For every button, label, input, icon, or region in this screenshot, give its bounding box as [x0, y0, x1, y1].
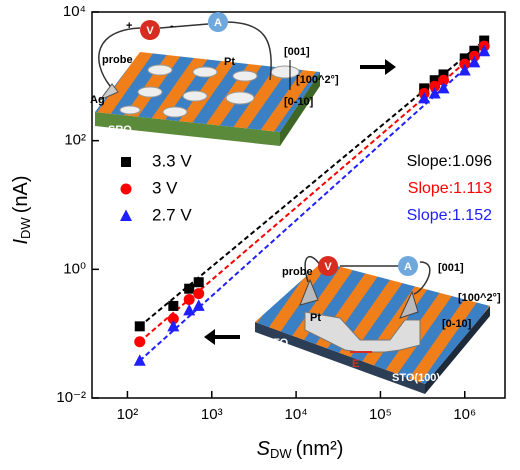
x-tick-label: 10³ [201, 406, 223, 423]
data-point [479, 35, 490, 46]
data-point [167, 313, 179, 325]
data-point [458, 64, 471, 76]
legend-marker [120, 209, 132, 221]
data-point [437, 81, 450, 94]
inset-label: A [404, 261, 412, 273]
inset-label: [001] [284, 46, 310, 58]
x-tick-label: 10⁵ [369, 406, 392, 423]
inset-label: SRO [108, 124, 132, 136]
data-point [429, 75, 440, 86]
inset-label: STO(100)^2° [392, 372, 457, 384]
inset-label: [001] [438, 262, 464, 274]
data-point [193, 277, 204, 288]
inset-label: A [214, 17, 222, 29]
y-tick-label: 10⁴ [63, 3, 86, 20]
data-point [134, 336, 146, 348]
data-point [133, 354, 146, 366]
x-tick-label: 10⁴ [285, 406, 308, 423]
inset-label: probe [282, 266, 313, 278]
axis-unit: (nA) [10, 175, 32, 213]
x-tick-label: 10⁶ [453, 406, 476, 423]
inset-label: [100^2°] [458, 292, 501, 304]
data-point [428, 87, 441, 99]
axis-label: SDW (nm²) [257, 438, 344, 461]
legend-marker [120, 183, 132, 195]
axis-subscript: DW [270, 446, 292, 461]
y-tick-label: 10⁰ [63, 260, 86, 277]
data-point [193, 288, 205, 300]
inset-label: [100^2°] [296, 74, 339, 86]
inset-label: V [324, 261, 332, 273]
data-point [468, 55, 481, 68]
axis-symbol: I [10, 239, 32, 245]
data-point [459, 53, 470, 64]
data-point [418, 91, 431, 104]
bottom-inset: probe V A [001] [100^2°] [0-10] Pt BFO E… [255, 255, 501, 394]
data-point [183, 303, 196, 316]
inset-label: + [126, 20, 132, 32]
legend-label: 3 V [152, 178, 178, 197]
y-tick-label: 10⁻² [56, 389, 86, 406]
arrow [204, 329, 240, 345]
plot-frame [91, 11, 506, 399]
inset-label: E [352, 358, 359, 370]
slope-annotation: Slope:1.096 [407, 153, 493, 170]
inset-label: Pt [310, 312, 321, 324]
axis-subscript: DW [18, 217, 33, 239]
inset-label: [0-10] [442, 318, 472, 330]
inset-label: - [170, 20, 174, 32]
data-point [183, 293, 195, 305]
inset-label: BFO [265, 337, 289, 349]
data-point [168, 300, 179, 311]
inset-label: probe [102, 54, 133, 66]
data-point [438, 74, 450, 86]
data-point [469, 45, 480, 56]
arrow [360, 59, 396, 75]
legend-label: 2.7 V [152, 205, 192, 224]
slope-annotation: Slope:1.152 [407, 207, 493, 224]
axis-label: IDW (nA) [10, 175, 33, 244]
legend-label: 3.3 V [152, 151, 192, 170]
data-point [184, 283, 195, 294]
data-point [167, 319, 180, 332]
axis-symbol: S [257, 438, 271, 460]
data-point [478, 44, 491, 57]
data-point [429, 80, 441, 92]
top-inset: + V - A probe Pt Ag SRO [001] [100^2°] [… [90, 12, 339, 146]
inset-label: Ag [90, 94, 105, 106]
y-tick-label: 10² [64, 132, 86, 149]
x-tick-label: 10² [117, 406, 139, 423]
data-point [438, 69, 449, 80]
inset-label: Pt [224, 56, 235, 68]
axis-unit: (nm²) [296, 438, 344, 460]
data-point [192, 299, 205, 311]
inset-label: V [146, 25, 154, 37]
data-point [134, 321, 145, 332]
inset-label: [0-10] [284, 96, 314, 108]
slope-annotation: Slope:1.113 [408, 180, 492, 197]
legend-marker [121, 157, 131, 167]
